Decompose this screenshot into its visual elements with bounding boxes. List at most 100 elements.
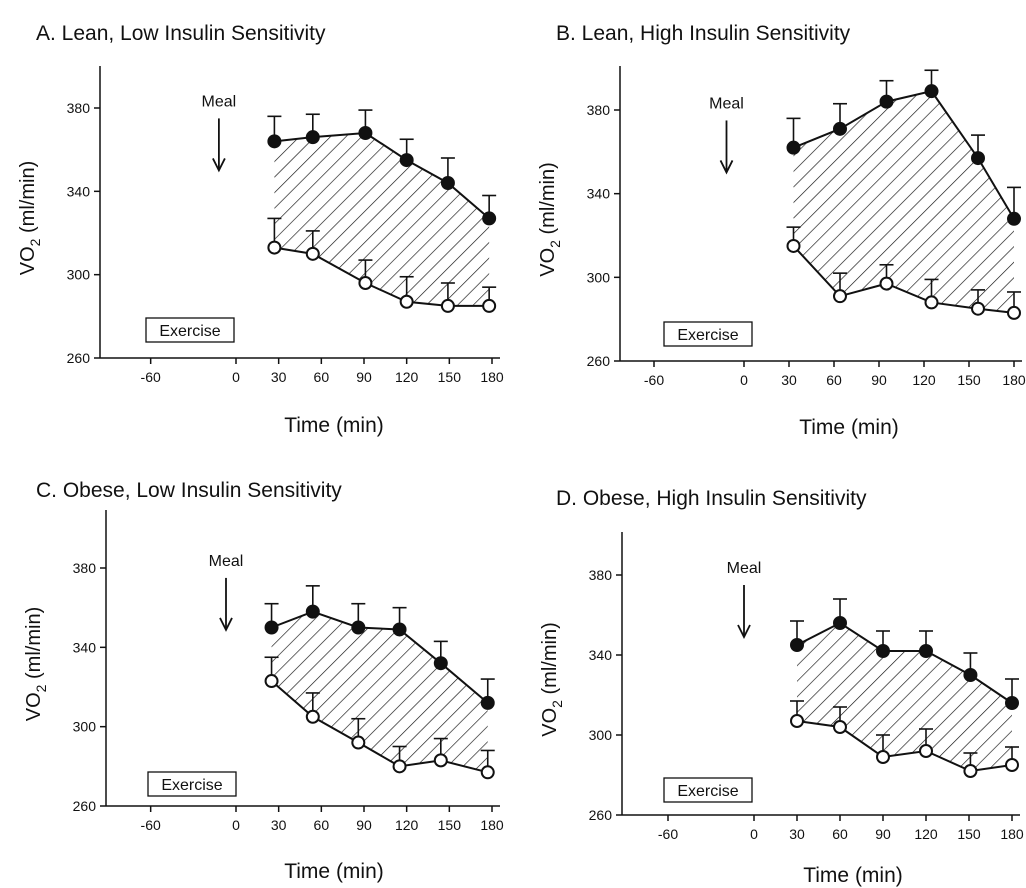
open-data-point [879, 276, 894, 291]
open-data-point [358, 276, 373, 290]
filled-data-point [440, 176, 455, 190]
y-tick-label: 380 [67, 100, 91, 116]
shaded-difference-area [793, 91, 1014, 313]
y-tick-label: 260 [589, 807, 613, 823]
x-tick-label: 120 [914, 826, 938, 842]
meal-annotation: Meal [209, 553, 244, 570]
panel-b: B. Lean, High Insulin Sensitivity 260 300 3… [537, 22, 1026, 439]
x-tick-label: 0 [232, 369, 240, 385]
x-axis-label: Time (min) [799, 416, 899, 439]
filled-data-point [351, 620, 366, 635]
open-data-point [399, 294, 414, 309]
shaded-difference-area [271, 611, 488, 773]
y-tick-label: 300 [67, 267, 91, 283]
x-tick-label: 30 [781, 372, 797, 388]
open-data-point [264, 674, 279, 689]
y-tick-label: 260 [67, 350, 91, 366]
y-axis-label: VO2 (ml/min) [539, 622, 565, 736]
y-tick-label: 300 [73, 719, 97, 735]
x-tick-label: -60 [658, 826, 678, 842]
open-data-point [305, 246, 320, 261]
shaded-difference-area [797, 623, 1012, 771]
filled-data-point [267, 134, 282, 149]
open-data-point [267, 240, 282, 255]
x-tick-label: 120 [395, 369, 419, 385]
filled-data-point [833, 121, 847, 136]
exercise-box [663, 777, 753, 803]
y-tick-label: 260 [73, 798, 97, 814]
open-data-point [833, 720, 847, 734]
x-tick-label: 60 [314, 817, 330, 833]
panel-a-title: A. Lean, Low Insulin Sensitivity [36, 22, 326, 45]
open-data-point [440, 298, 455, 313]
x-tick-label: 90 [871, 372, 887, 388]
filled-data-point [399, 153, 414, 168]
x-tick-label: 150 [957, 372, 981, 388]
meal-arrow-head [719, 160, 734, 175]
x-tick-label: 60 [832, 826, 848, 842]
x-tick-label: -60 [644, 372, 664, 388]
meal-annotation: Meal [727, 560, 762, 577]
panel-c: C. Obese, Low Insulin Sensitivity2603003… [23, 479, 504, 883]
y-tick-label: 340 [67, 183, 91, 199]
y-axis-label: VO2 (ml/min) [537, 162, 563, 276]
exercise-label: Exercise [159, 323, 220, 340]
filled-data-point [1005, 696, 1019, 710]
filled-data-point [924, 84, 939, 99]
open-data-point [351, 735, 366, 750]
filled-data-point [433, 656, 448, 671]
filled-data-point [358, 126, 373, 140]
x-tick-label: 0 [232, 817, 240, 833]
x-tick-label: 150 [438, 369, 462, 385]
y-tick-label: 340 [73, 639, 97, 655]
open-data-point [786, 238, 801, 253]
panel-b-title: B. Lean, High Insulin Sensitivity [556, 22, 851, 45]
filled-data-point [480, 695, 495, 710]
open-data-point [924, 295, 939, 310]
meal-annotation: Meal [709, 95, 744, 112]
x-tick-label: 180 [480, 817, 504, 833]
filled-data-point [963, 668, 978, 682]
open-data-point [482, 298, 497, 313]
x-tick-label: 60 [314, 369, 330, 385]
filled-data-point [919, 644, 933, 658]
x-tick-label: 30 [789, 826, 805, 842]
y-tick-label: 380 [73, 560, 97, 576]
open-data-point [790, 714, 804, 728]
filled-data-point [305, 130, 320, 145]
open-data-point [919, 744, 933, 758]
filled-data-point [264, 620, 279, 635]
y-axis-label: VO2 (ml/min) [17, 161, 43, 275]
x-tick-label: 180 [480, 369, 504, 385]
y-axis-label: VO2 (ml/min) [23, 607, 49, 721]
y-tick-label: 340 [587, 186, 611, 202]
open-data-point [833, 289, 847, 304]
y-tick-label: 260 [587, 353, 611, 369]
y-tick-label: 380 [587, 102, 611, 118]
y-tick-label: 380 [589, 567, 613, 583]
filled-data-point [879, 94, 894, 109]
x-axis-label: Time (min) [803, 864, 903, 887]
open-data-point [392, 759, 407, 774]
x-tick-label: 150 [438, 817, 462, 833]
x-tick-label: -60 [141, 817, 161, 833]
exercise-label: Exercise [677, 327, 738, 344]
x-tick-label: -60 [141, 369, 161, 385]
exercise-box [147, 771, 237, 797]
y-tick-label: 300 [587, 269, 611, 285]
x-tick-label: 30 [271, 369, 287, 385]
x-tick-label: 60 [826, 372, 842, 388]
exercise-box [145, 317, 235, 343]
x-tick-label: 120 [395, 817, 419, 833]
panel-a: A. Lean, Low Insulin Sensitivity26030034… [17, 22, 504, 437]
x-tick-label: 90 [875, 826, 891, 842]
x-axis-label: Time (min) [284, 414, 384, 437]
panel-d: D. Obese, High Insulin Sensitivity260300… [539, 487, 1024, 887]
panel-d-title: D. Obese, High Insulin Sensitivity [556, 487, 867, 510]
open-data-point [971, 301, 985, 316]
shaded-difference-area [274, 133, 490, 306]
x-tick-label: 180 [1000, 826, 1024, 842]
exercise-label: Exercise [161, 777, 222, 794]
open-data-point [433, 753, 448, 768]
